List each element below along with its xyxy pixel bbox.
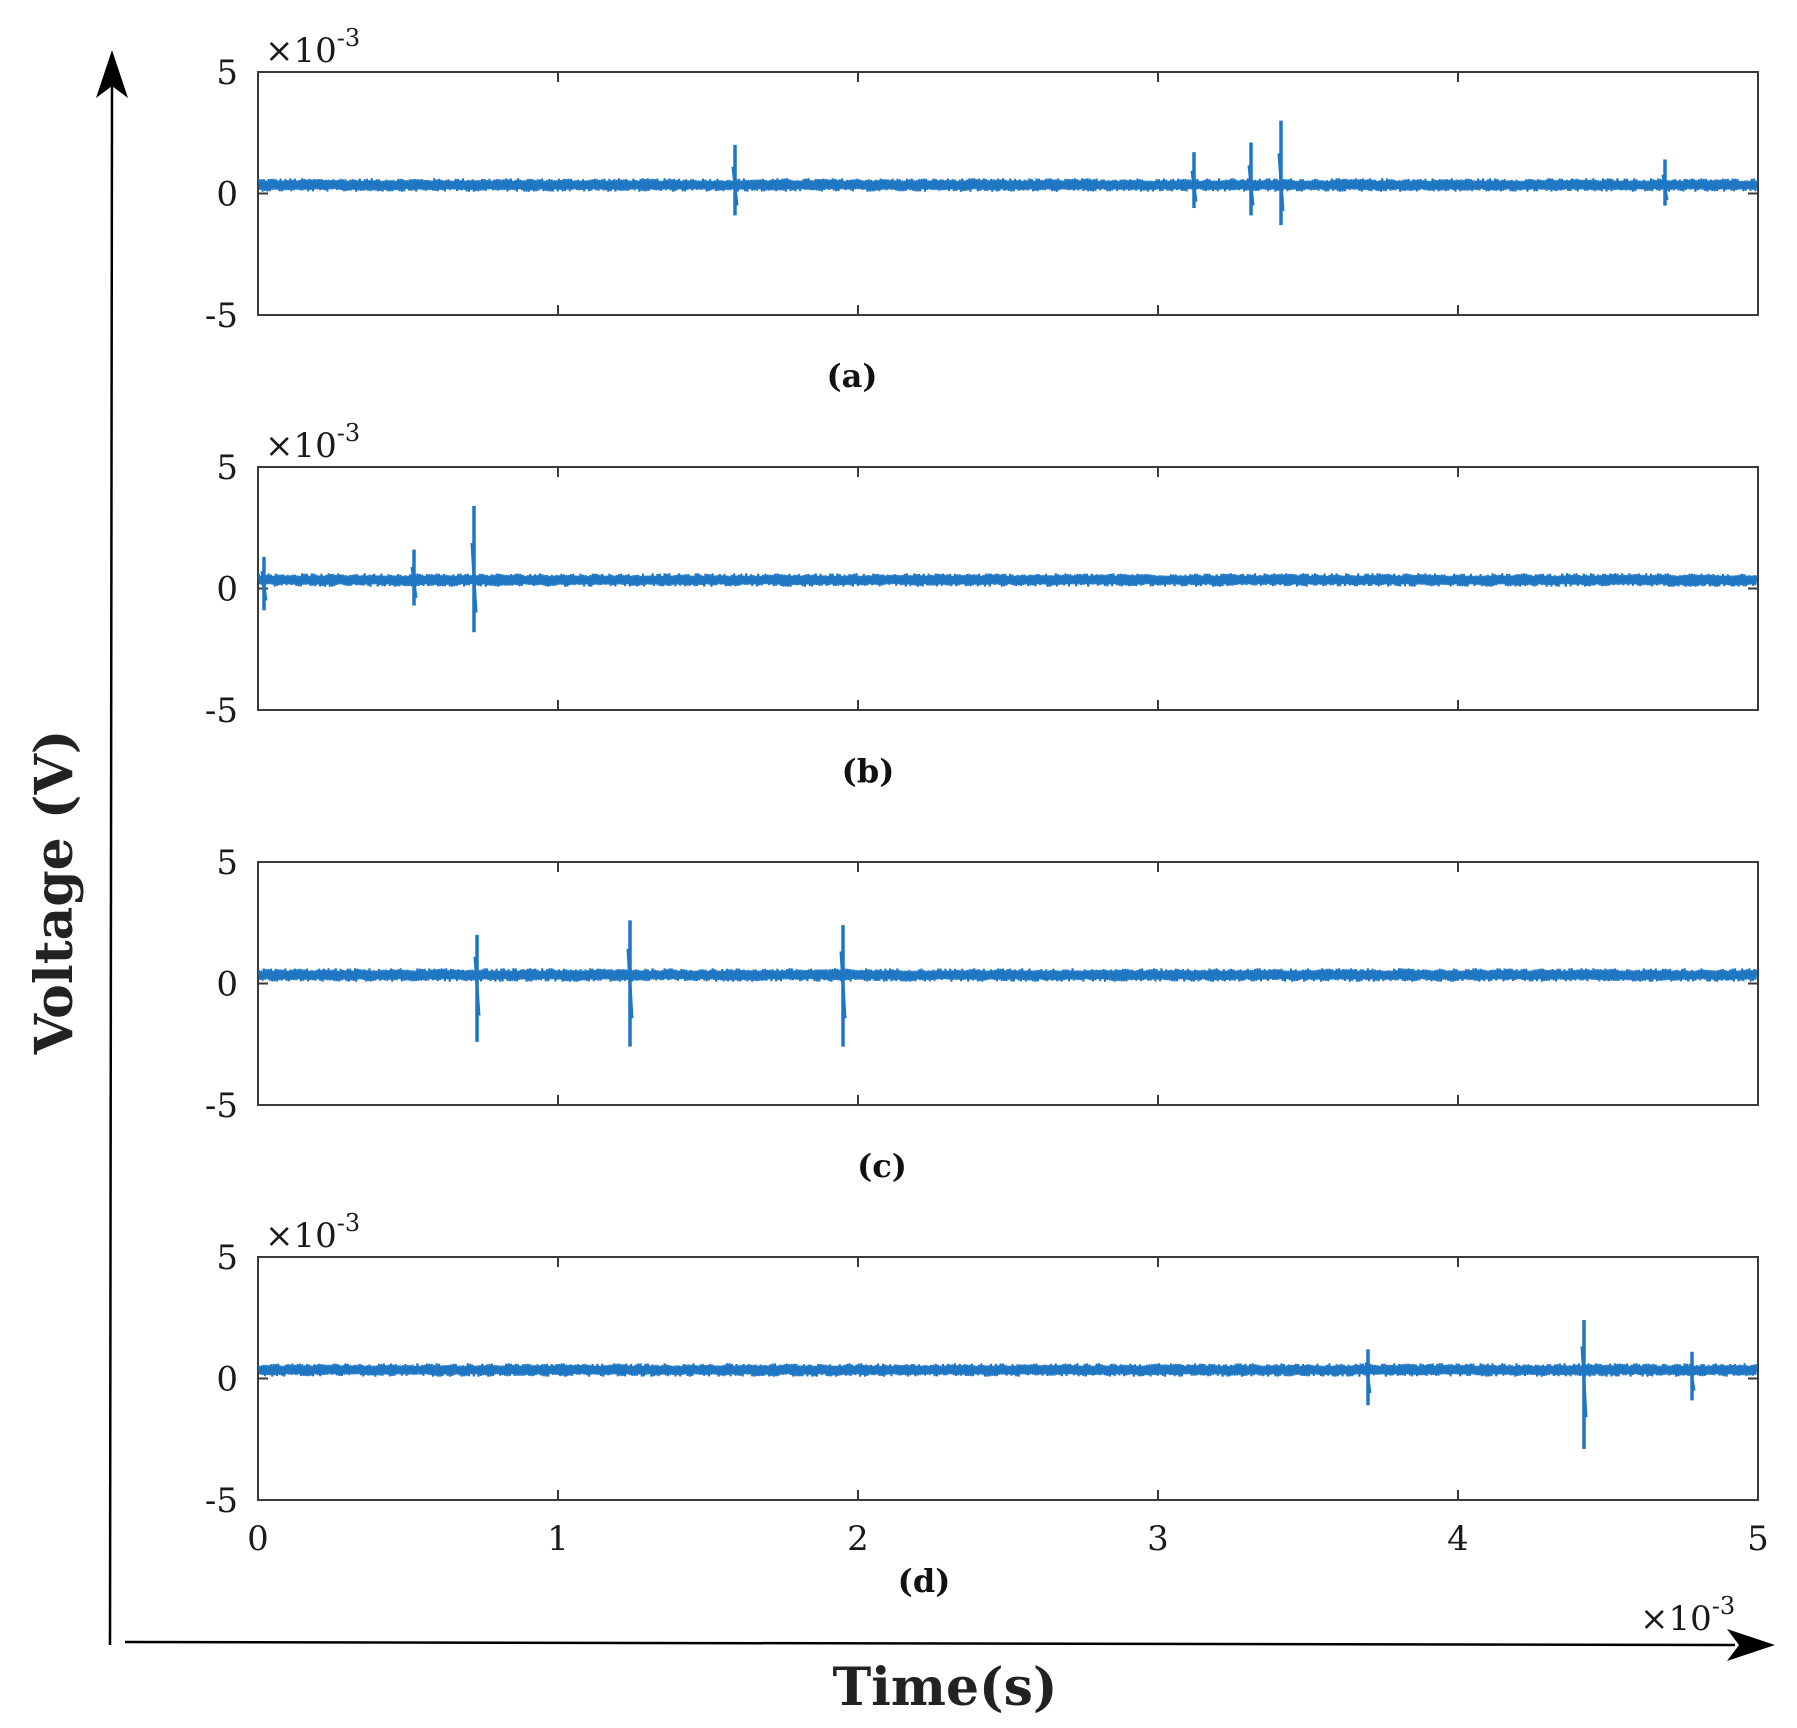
signal-trace (258, 178, 1758, 192)
spike-body (839, 951, 847, 1019)
x-tick-label: 1 (547, 1519, 569, 1559)
spike-body (1190, 170, 1198, 202)
y-tick-label: 0 (216, 1360, 238, 1400)
panel-b: 5 0 -5 ×10-3 (b) (205, 419, 1759, 790)
spike-body (731, 166, 739, 206)
panel-d: 50-50 1 2 3 4 5×10-3×10-3(d) (205, 1209, 1769, 1639)
y-tick-label: 0 (216, 570, 238, 610)
x-tick-label: 0 (247, 1519, 269, 1559)
y-multiplier: ×10-3 (265, 1209, 360, 1256)
x-tick-label: 2 (847, 1519, 869, 1559)
panel-caption: (c) (857, 1147, 907, 1185)
y-multiplier: ×10-3 (265, 24, 360, 71)
signal-trace (258, 1363, 1758, 1377)
x-axis-arrow (124, 1629, 1775, 1661)
spike-body (626, 948, 634, 1019)
x-axis-title: Time(s) (832, 1657, 1057, 1718)
panel-caption: (a) (826, 357, 877, 395)
plot-frame (257, 861, 1759, 1106)
plot-frame (257, 71, 1759, 316)
spike-body (410, 566, 418, 599)
y-tick-label: -5 (205, 296, 238, 336)
y-multiplier-exp: -3 (337, 419, 360, 447)
x-tick-label: 5 (1747, 1519, 1769, 1559)
x-tick-label: 3 (1147, 1519, 1169, 1559)
spike-body (260, 570, 268, 601)
y-tick-label: 5 (216, 843, 238, 883)
x-multiplier: ×10-3 (1640, 1592, 1735, 1639)
panel-caption: (b) (842, 752, 895, 790)
panels: 50-5×10-3(a)50-5×10-3(b)50-5(c)50-50 1 2 3 4… (205, 24, 1769, 1639)
spike-body (470, 542, 478, 613)
panel-a: 5 0 -5 ×10-3 (a) (205, 24, 1759, 395)
y-tick-label: 0 (216, 175, 238, 215)
y-tick-label: 5 (216, 1238, 238, 1278)
x-multiplier-exp: -3 (1712, 1592, 1735, 1620)
signal-trace (258, 573, 1758, 587)
y-tick-label: 0 (216, 965, 238, 1005)
y-axis-title: Voltage (V) (24, 730, 85, 1056)
y-tick-label: 5 (216, 53, 238, 93)
spike-body (473, 956, 481, 1016)
spike-body (1247, 165, 1255, 206)
y-tick-label: -5 (205, 1481, 238, 1521)
x-tick-label: 4 (1447, 1519, 1469, 1559)
y-multiplier-exp: -3 (337, 1209, 360, 1237)
y-multiplier-exp: -3 (337, 24, 360, 52)
spike-body (1364, 1362, 1372, 1394)
y-multiplier: ×10-3 (265, 419, 360, 466)
plot-frame (257, 1256, 1759, 1501)
spike-body (1277, 153, 1285, 211)
spike-body (1688, 1363, 1696, 1391)
y-tick-label: -5 (205, 1086, 238, 1126)
plot-frame (257, 466, 1759, 711)
signal-trace (258, 968, 1758, 982)
y-tick-label: 5 (216, 448, 238, 488)
y-axis-arrow (96, 50, 128, 1646)
panel-caption: (d) (898, 1562, 951, 1600)
spike-body (1580, 1346, 1588, 1418)
spike-body (1661, 174, 1669, 201)
y-tick-label: -5 (205, 691, 238, 731)
panel-c: 5 0 -5 (c) (205, 843, 1759, 1185)
